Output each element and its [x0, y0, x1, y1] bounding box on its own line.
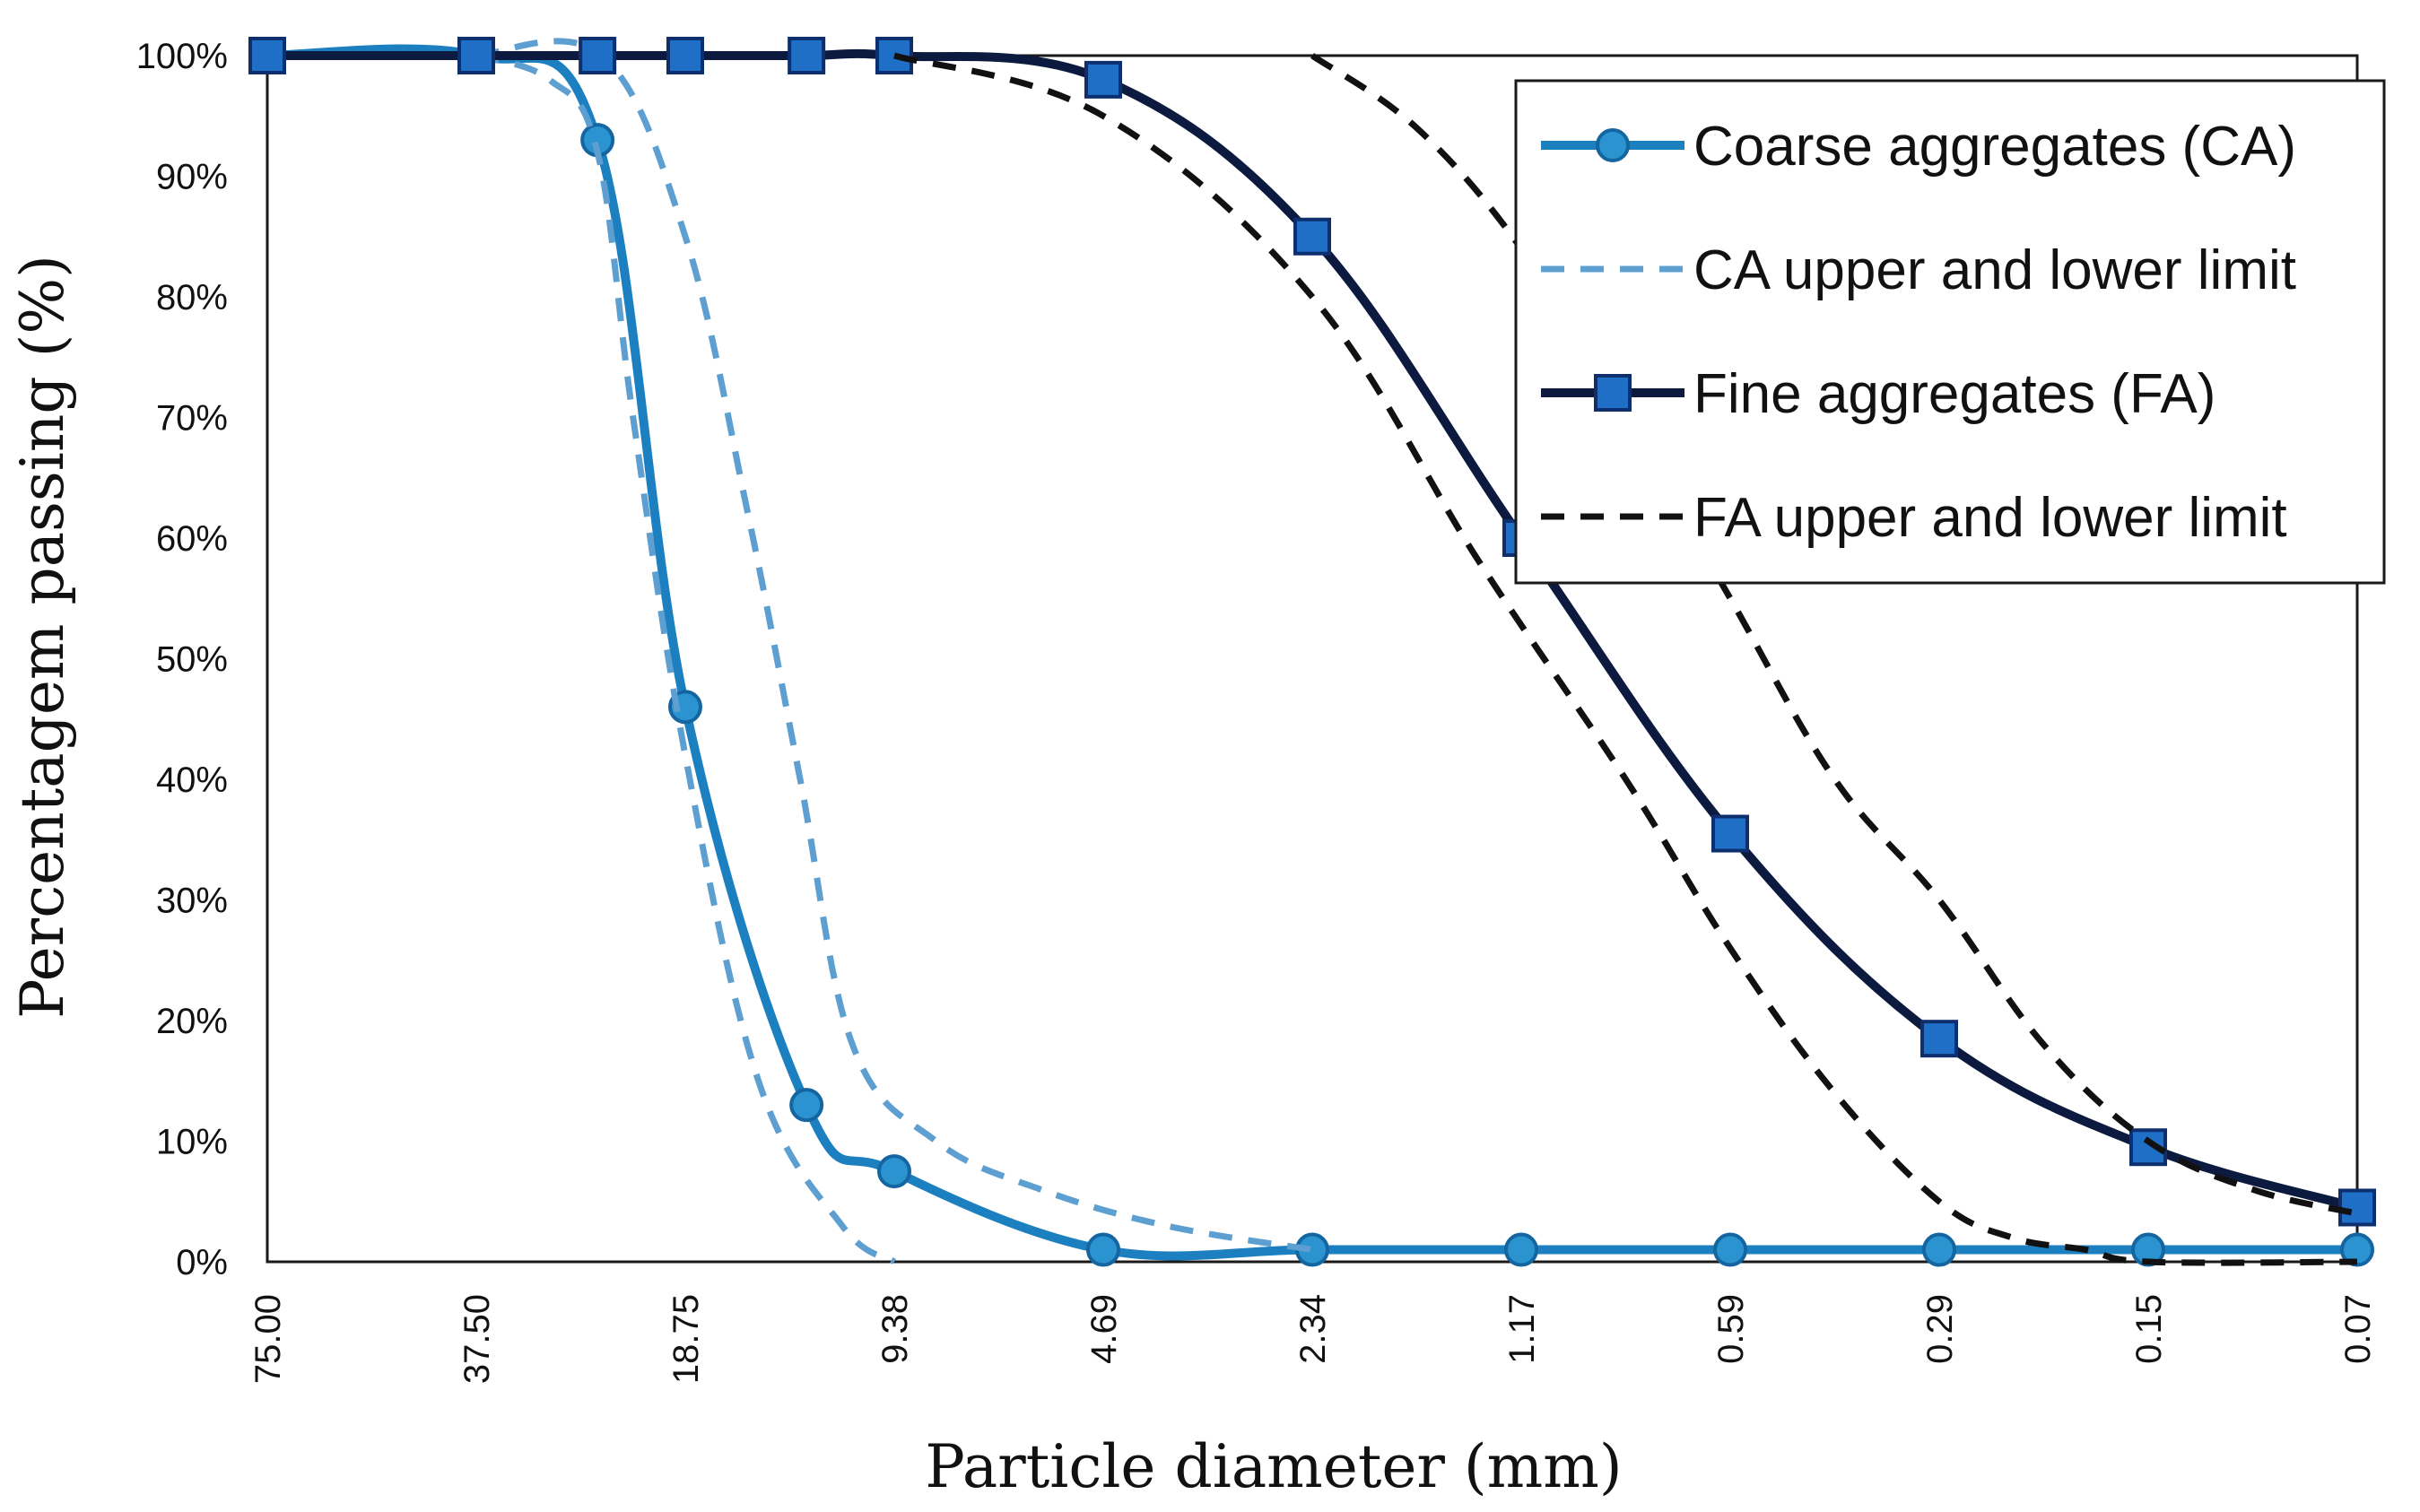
x-axis-title: Particle diameter (mm) — [925, 1432, 1622, 1501]
legend-box — [1514, 79, 2386, 585]
data-point — [457, 37, 495, 74]
legend-label: Fine aggregates (FA) — [1693, 363, 2215, 425]
data-point — [2338, 1188, 2376, 1227]
y-axis-title: Percentagem passing (%) — [8, 255, 77, 1019]
data-point — [579, 37, 617, 74]
x-tick-label: 1.17 — [1502, 1294, 1542, 1364]
y-axis-ticks: 0% 10% 20% 30% 40% 50% 60% 70% 80% 90% 100% — [136, 37, 228, 1282]
legend-label: FA upper and lower limit — [1693, 487, 2287, 549]
data-point — [2131, 1232, 2165, 1267]
data-point — [788, 37, 826, 74]
y-tick-label: 0% — [176, 1243, 228, 1282]
y-tick-label: 70% — [156, 399, 228, 439]
y-tick-label: 10% — [156, 1123, 228, 1162]
legend-item: FA upper and lower limit — [1541, 487, 2287, 549]
x-tick-label: 0.29 — [1920, 1294, 1960, 1364]
y-tick-label: 90% — [156, 158, 228, 197]
y-tick-label: 50% — [156, 640, 228, 680]
x-tick-label: 9.38 — [875, 1294, 915, 1364]
data-point — [789, 1088, 824, 1123]
y-tick-label: 80% — [156, 278, 228, 317]
x-tick-label: 0.15 — [2129, 1294, 2169, 1364]
data-point — [877, 1154, 911, 1189]
data-point — [1711, 814, 1749, 853]
x-tick-label: 0.07 — [2338, 1294, 2378, 1364]
legend-item: Fine aggregates (FA) — [1541, 363, 2215, 425]
series-layer — [248, 37, 2376, 1267]
y-tick-label: 30% — [156, 882, 228, 921]
legend-item: CA upper and lower limit — [1541, 239, 2296, 301]
legend-label: Coarse aggregates (CA) — [1693, 116, 2296, 178]
legend-marker — [1594, 374, 1632, 412]
series-1 — [474, 38, 1313, 1265]
y-tick-label: 40% — [156, 760, 228, 800]
series-3 — [893, 52, 2358, 1266]
data-point — [1713, 1232, 1747, 1267]
x-tick-label: 75.00 — [248, 1294, 288, 1384]
y-tick-label: 60% — [156, 519, 228, 559]
x-tick-label: 18.75 — [666, 1294, 706, 1384]
y-tick-label: 100% — [136, 37, 228, 76]
data-point — [1084, 60, 1122, 99]
data-point — [1293, 217, 1331, 256]
limit-line — [1310, 53, 2358, 1217]
x-axis-ticks: 75.00 37.50 18.75 9.38 4.69 2.34 1.17 0.59 0.29 0… — [248, 1294, 2378, 1384]
x-tick-label: 37.50 — [457, 1294, 497, 1384]
limit-line — [893, 52, 2358, 1266]
x-tick-label: 4.69 — [1084, 1294, 1124, 1364]
limit-line — [474, 52, 896, 1265]
data-point — [1086, 1232, 1120, 1267]
legend-item: Coarse aggregates (CA) — [1541, 116, 2296, 178]
data-point — [248, 37, 286, 74]
data-point — [1922, 1232, 1956, 1267]
series-2 — [248, 37, 2376, 1227]
legend-label: CA upper and lower limit — [1693, 239, 2296, 301]
limit-line — [475, 38, 1313, 1253]
legend-marker — [1596, 128, 1630, 162]
y-tick-label: 20% — [156, 1002, 228, 1041]
data-point — [1504, 1232, 1538, 1267]
x-tick-label: 2.34 — [1293, 1294, 1333, 1364]
data-point — [666, 37, 704, 74]
data-point — [2340, 1232, 2374, 1267]
legend: Coarse aggregates (CA) CA upper and lower… — [1514, 79, 2386, 585]
x-tick-label: 0.59 — [1711, 1294, 1751, 1364]
data-point — [1920, 1020, 1958, 1058]
